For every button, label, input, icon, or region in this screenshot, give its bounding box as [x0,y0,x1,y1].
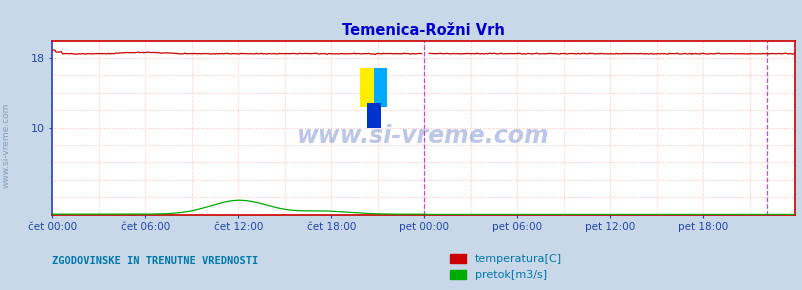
FancyBboxPatch shape [360,68,374,107]
Text: ZGODOVINSKE IN TRENUTNE VREDNOSTI: ZGODOVINSKE IN TRENUTNE VREDNOSTI [52,256,258,266]
Text: www.si-vreme.com: www.si-vreme.com [2,102,11,188]
Title: Temenica-Rožni Vrh: Temenica-Rožni Vrh [342,23,504,38]
FancyBboxPatch shape [367,103,380,128]
Legend: temperatura[C], pretok[m3/s]: temperatura[C], pretok[m3/s] [444,249,566,284]
FancyBboxPatch shape [374,68,387,107]
Text: www.si-vreme.com: www.si-vreme.com [297,124,549,148]
